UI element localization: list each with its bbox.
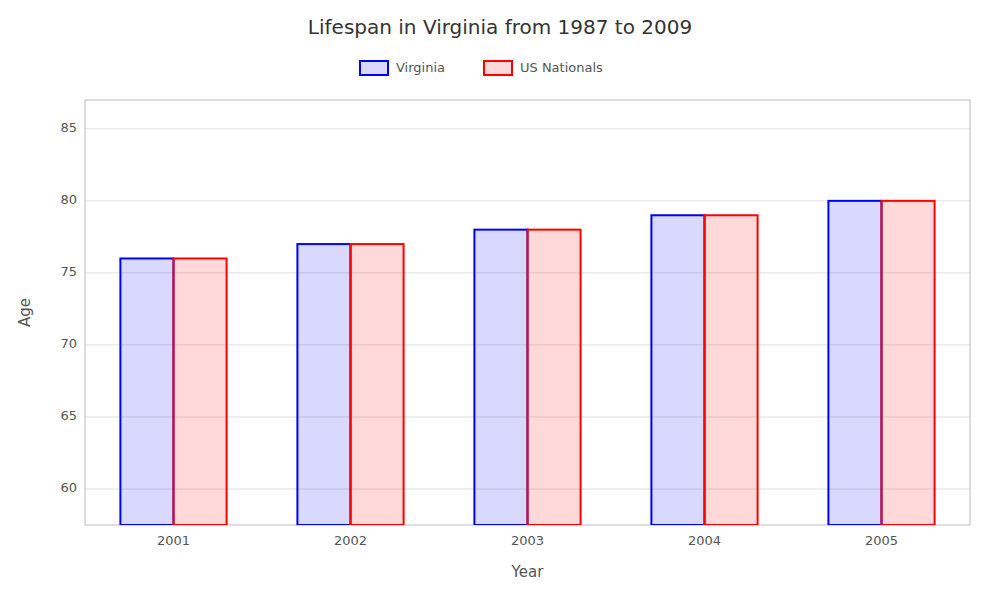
x-axis: 2001 2002 2003 2004 2005 xyxy=(157,533,898,548)
y-axis: 60 65 70 75 80 85 xyxy=(60,120,77,495)
y-axis-label: Age xyxy=(16,298,34,327)
legend-swatch xyxy=(484,61,512,75)
y-tick-label: 85 xyxy=(60,120,77,135)
title: Lifespan in Virginia from 1987 to 2009 xyxy=(308,15,692,39)
bar xyxy=(528,230,581,525)
legend-label: US Nationals xyxy=(520,60,603,75)
x-tick-label: 2005 xyxy=(865,533,898,548)
bar xyxy=(882,201,935,525)
bar xyxy=(297,244,350,525)
y-tick-label: 70 xyxy=(60,336,77,351)
y-tick-label: 80 xyxy=(60,192,77,207)
bar xyxy=(174,258,227,525)
bar xyxy=(828,201,881,525)
bars xyxy=(120,201,934,525)
legend-label: Virginia xyxy=(396,60,445,75)
y-tick-label: 60 xyxy=(60,480,77,495)
bar xyxy=(705,215,758,525)
chart-svg: 60 65 70 75 80 85 2001 2002 2003 2004 2005 Year Age L… xyxy=(0,0,1000,600)
legend: Virginia US Nationals xyxy=(360,60,603,76)
grid-line xyxy=(85,128,970,129)
chart-container: 60 65 70 75 80 85 2001 2002 2003 2004 2005 Year Age L… xyxy=(0,0,1000,600)
x-axis-label: Year xyxy=(511,563,545,581)
y-tick-label: 65 xyxy=(60,408,77,423)
y-tick-label: 75 xyxy=(60,264,77,279)
x-tick-label: 2003 xyxy=(511,533,544,548)
plot-frame xyxy=(85,100,970,525)
x-tick-label: 2002 xyxy=(334,533,367,548)
bar xyxy=(120,258,173,525)
bar xyxy=(351,244,404,525)
bar xyxy=(474,230,527,525)
x-tick-label: 2001 xyxy=(157,533,190,548)
legend-swatch xyxy=(360,61,388,75)
x-tick-label: 2004 xyxy=(688,533,721,548)
bar xyxy=(651,215,704,525)
